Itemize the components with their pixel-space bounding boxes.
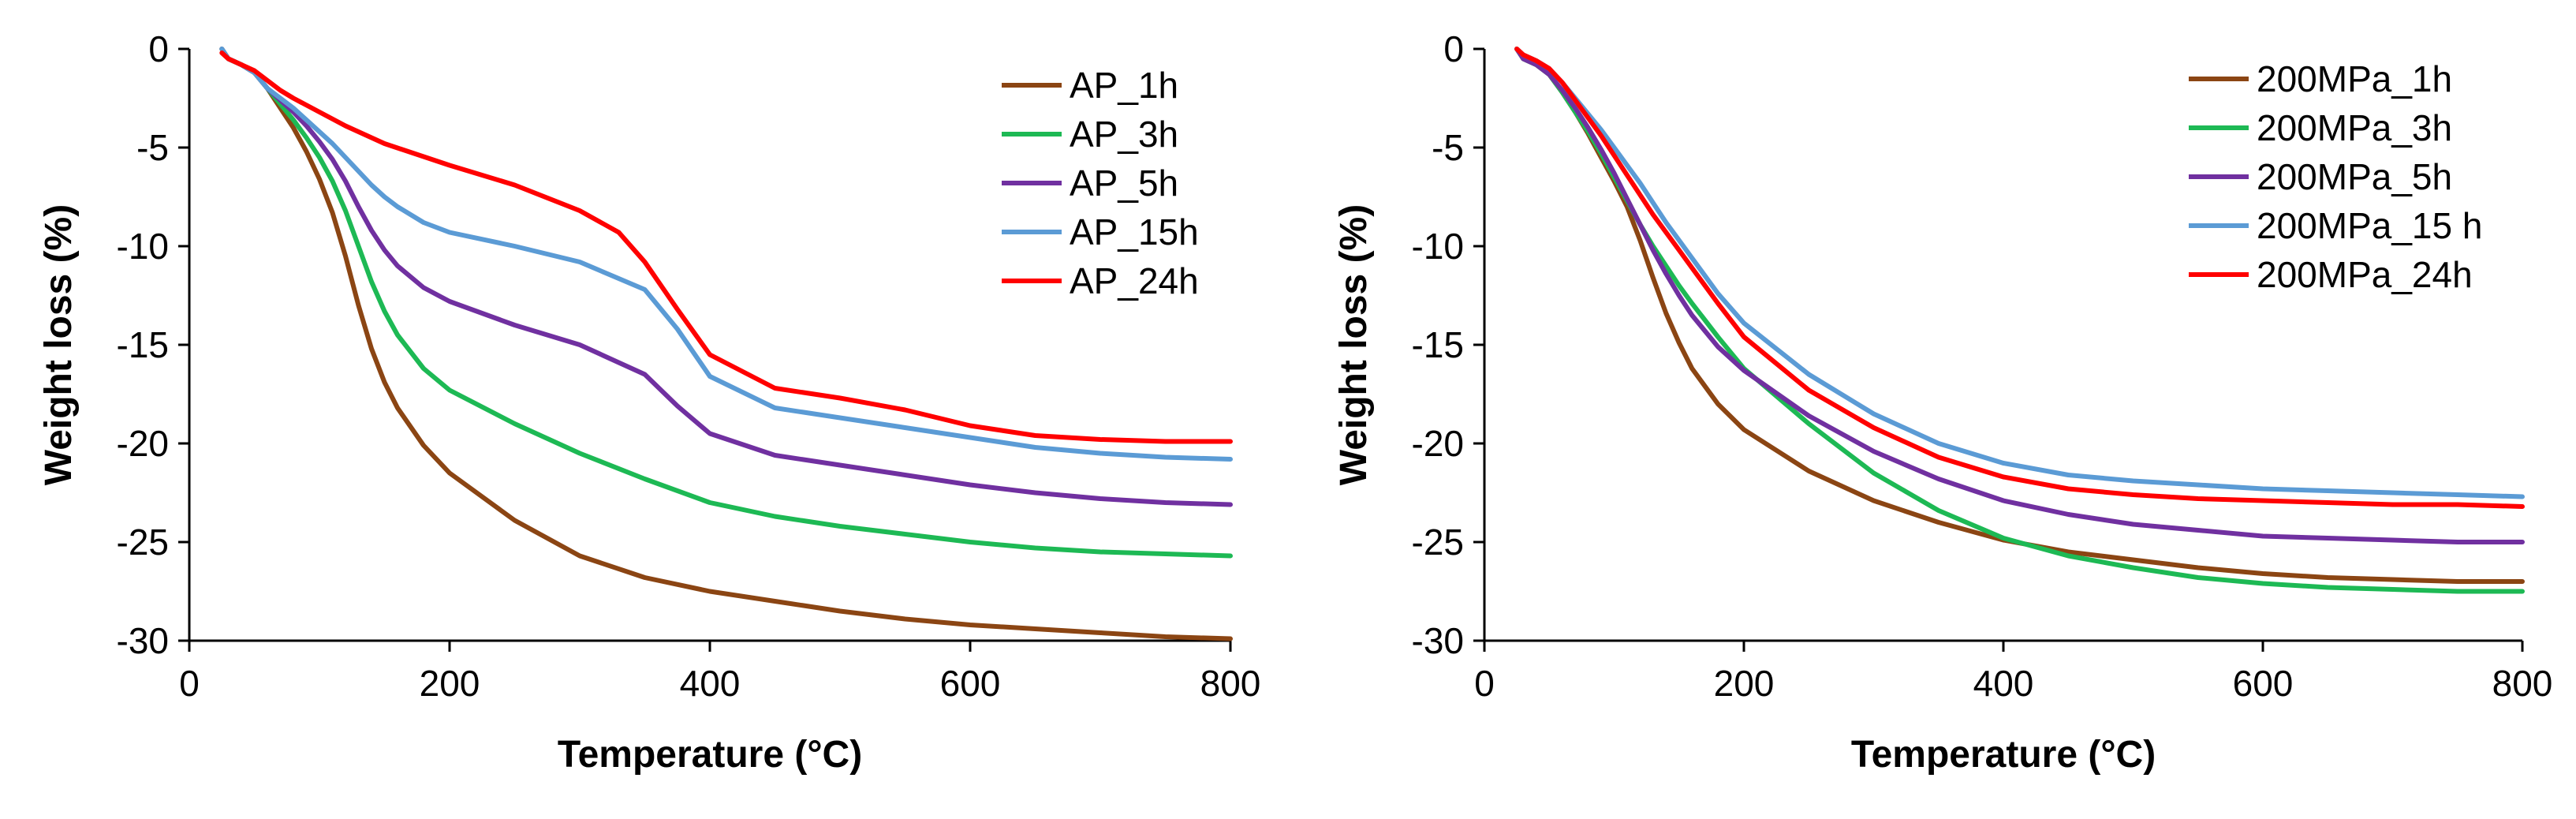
y-axis-title: Weight loss (%) [1333,204,1375,485]
chart-panel-2: 0-5-10-15-20-25-300 200 400 600 800Temperatu… [1333,28,2552,776]
x-tick-label: 400 [680,663,741,704]
legend-label: AP_1h [1070,65,1178,106]
chart-panel-1: 0-5-10-15-20-25-300 200 400 600 800Temperatu… [38,28,1260,776]
x-tick-label: 200 [1714,663,1775,704]
y-tick-label: 0 [1443,28,1464,69]
x-tick-label: 600 [940,663,1001,704]
x-tick-label: 0 [179,663,200,704]
y-tick-label: -20 [117,423,169,464]
y-tick-label: -5 [1432,127,1464,168]
y-tick-label: -10 [117,226,169,267]
x-tick-label: 800 [1200,663,1261,704]
legend-label: AP_5h [1070,163,1178,204]
x-tick-label: 0 [1474,663,1495,704]
y-tick-label: -10 [1412,226,1464,267]
series-line-200MPa_24h [1514,47,2525,509]
y-tick-label: -20 [1412,423,1464,464]
legend-label: 200MPa_3h [2257,107,2452,148]
series-line-AP_15h [219,47,1233,462]
x-tick-label: 200 [420,663,480,704]
y-tick-label: 0 [148,28,169,69]
legend-label: 200MPa_5h [2257,156,2452,197]
y-tick-label: -30 [117,620,169,661]
x-tick-label: 800 [2492,663,2553,704]
y-tick-label: -5 [136,127,169,168]
x-axis-title: Temperature (°C) [558,734,862,776]
y-tick-label: -15 [117,324,169,365]
legend-label: 200MPa_15 h [2257,205,2482,246]
legend-label: AP_24h [1070,260,1199,301]
legend-label: 200MPa_24h [2257,254,2473,295]
x-axis-title: Temperature (°C) [1851,734,2156,776]
x-tick-label: 400 [1973,663,2034,704]
y-tick-label: -30 [1412,620,1464,661]
y-axis-title: Weight loss (%) [38,204,80,485]
series-line-200MPa_5h [1514,47,2525,544]
legend-label: AP_15h [1070,211,1199,252]
y-tick-label: -25 [117,522,169,563]
x-tick-label: 600 [2233,663,2294,704]
legend-label: AP_3h [1070,114,1178,155]
legend-label: 200MPa_1h [2257,58,2452,99]
y-tick-label: -15 [1412,324,1464,365]
y-tick-label: -25 [1412,522,1464,563]
series-line-AP_24h [219,50,1233,444]
